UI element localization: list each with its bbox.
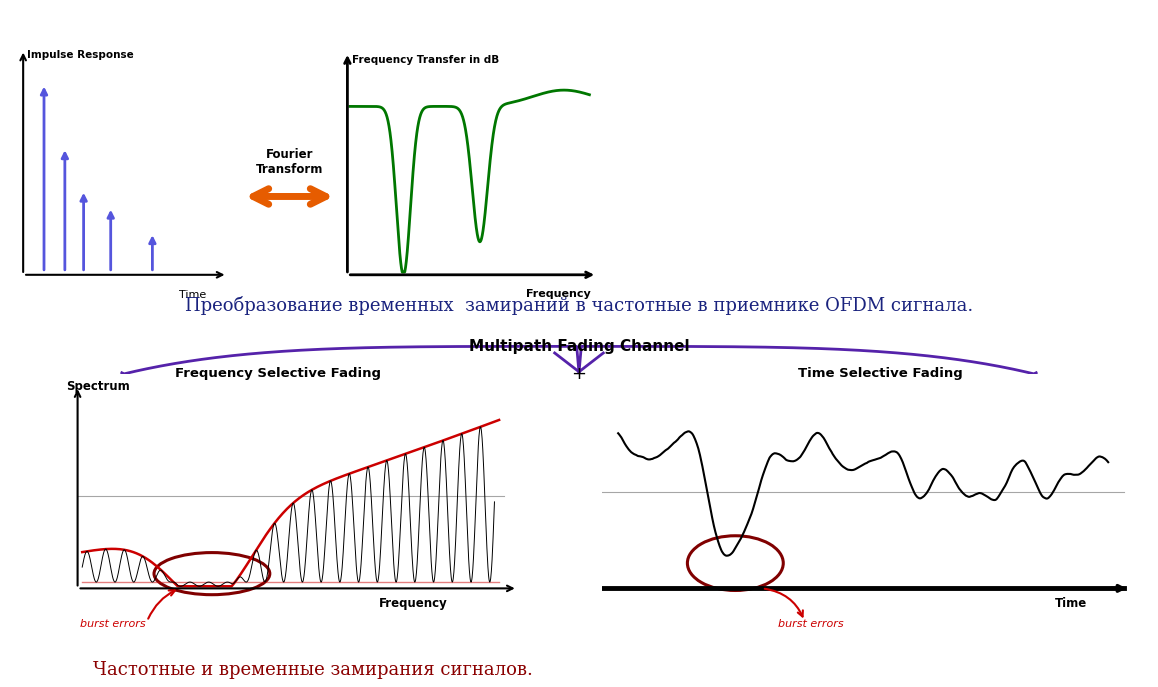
Text: Time: Time	[179, 290, 207, 300]
Text: Frequency: Frequency	[526, 289, 591, 299]
Text: Spectrum: Spectrum	[66, 381, 130, 394]
Text: burst errors: burst errors	[778, 619, 843, 629]
Text: Time: Time	[1055, 597, 1087, 610]
Text: Multipath Fading Channel: Multipath Fading Channel	[469, 339, 689, 354]
Text: Fourier
Transform: Fourier Transform	[256, 148, 323, 177]
Text: Frequency Selective Fading: Frequency Selective Fading	[175, 368, 381, 380]
Text: Преобразование временных  замираний в частотные в приемнике OFDM сигнала.: Преобразование временных замираний в час…	[185, 296, 973, 315]
Text: burst errors: burst errors	[80, 619, 146, 629]
Text: +: +	[572, 365, 586, 383]
Text: Time Selective Fading: Time Selective Fading	[798, 368, 962, 380]
Text: Частотные и временные замирания сигналов.: Частотные и временные замирания сигналов…	[93, 661, 533, 679]
Text: Frequency: Frequency	[379, 597, 447, 610]
Text: Frequency Transfer in dB: Frequency Transfer in dB	[352, 55, 500, 65]
Text: Impulse Response: Impulse Response	[28, 50, 134, 60]
